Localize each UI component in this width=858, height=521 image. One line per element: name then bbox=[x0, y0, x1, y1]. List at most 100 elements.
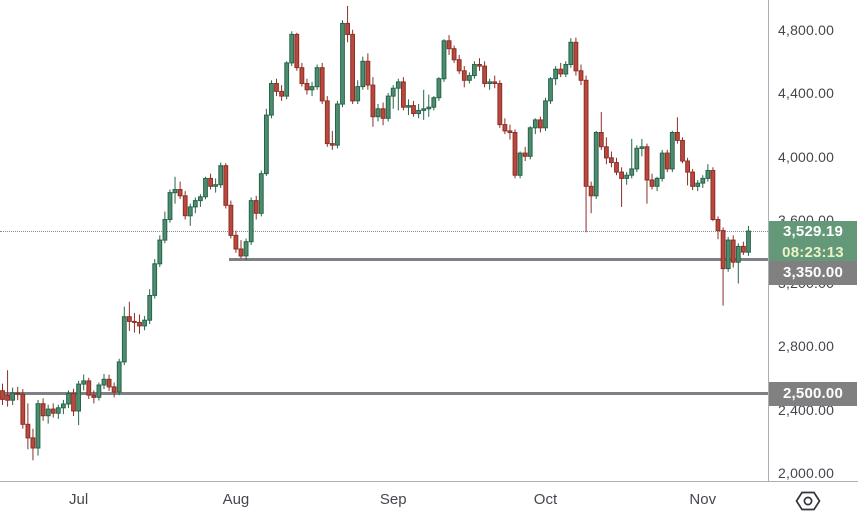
candle bbox=[654, 177, 660, 187]
candle bbox=[25, 423, 31, 439]
candle bbox=[101, 378, 107, 386]
x-axis-label: Oct bbox=[533, 491, 558, 508]
candle bbox=[593, 132, 599, 197]
candle bbox=[304, 83, 310, 91]
y-axis-label: 3,200.00 bbox=[778, 275, 835, 292]
candle bbox=[522, 152, 528, 157]
candle bbox=[228, 204, 234, 236]
candle bbox=[76, 383, 81, 412]
candle bbox=[532, 119, 538, 129]
candle bbox=[360, 60, 366, 88]
candle bbox=[472, 64, 477, 77]
candle bbox=[335, 103, 340, 146]
candle bbox=[720, 230, 726, 270]
y-axis-label: 4,800.00 bbox=[778, 22, 835, 38]
candle bbox=[345, 22, 351, 35]
candle bbox=[390, 87, 396, 97]
scale-settings-button[interactable] bbox=[793, 488, 823, 514]
candle bbox=[319, 67, 325, 102]
candle bbox=[253, 200, 259, 214]
candle bbox=[45, 408, 51, 417]
y-axis-label: 2,400.00 bbox=[778, 401, 835, 418]
candle bbox=[441, 40, 447, 80]
y-axis-label: 4,000.00 bbox=[778, 148, 835, 165]
candle bbox=[314, 67, 320, 88]
candle bbox=[294, 33, 300, 69]
candle bbox=[0, 390, 5, 400]
x-axis-label: Jul bbox=[69, 491, 89, 508]
candle bbox=[380, 108, 386, 119]
candle bbox=[482, 65, 488, 84]
candle bbox=[436, 78, 442, 99]
candle bbox=[619, 171, 625, 179]
candle bbox=[598, 132, 604, 148]
candle bbox=[177, 189, 183, 197]
axis-corner bbox=[769, 482, 858, 520]
candle bbox=[685, 160, 691, 173]
candle bbox=[664, 152, 670, 170]
horizontal-price-line[interactable] bbox=[0, 392, 768, 396]
candle bbox=[680, 139, 685, 162]
candle bbox=[634, 147, 640, 170]
candle bbox=[421, 108, 427, 111]
candle bbox=[192, 200, 198, 208]
candles-layer bbox=[0, 6, 751, 461]
candle bbox=[10, 392, 15, 401]
candle bbox=[167, 192, 173, 221]
candle bbox=[568, 41, 574, 65]
candle bbox=[106, 378, 112, 388]
x-axis-label: Aug bbox=[222, 491, 250, 508]
candle bbox=[375, 108, 381, 118]
y-axis-label: 2,800.00 bbox=[778, 338, 835, 355]
candle bbox=[563, 64, 569, 75]
candle bbox=[350, 33, 356, 102]
candle bbox=[614, 162, 619, 173]
chart-pane[interactable] bbox=[0, 0, 768, 481]
candle bbox=[700, 177, 706, 184]
price-axis[interactable]: 4,800.00 4,400.00 4,000.00 3,600.00 3,200.00… bbox=[768, 0, 858, 481]
candle bbox=[40, 403, 46, 417]
candle bbox=[710, 170, 716, 220]
candle bbox=[248, 200, 254, 243]
candle bbox=[385, 95, 391, 119]
hexagon-circle-icon bbox=[795, 491, 821, 511]
candle bbox=[578, 70, 584, 81]
candle bbox=[172, 189, 178, 194]
candle bbox=[324, 100, 330, 145]
candle bbox=[730, 239, 736, 263]
candle bbox=[588, 185, 594, 197]
candle bbox=[213, 184, 218, 187]
candle bbox=[725, 239, 731, 270]
candle bbox=[543, 100, 548, 129]
candle bbox=[629, 168, 635, 176]
candle bbox=[137, 321, 142, 327]
candle bbox=[639, 146, 645, 149]
candle bbox=[690, 171, 696, 187]
candle bbox=[111, 386, 117, 393]
current-price-line bbox=[0, 231, 768, 232]
candle bbox=[553, 68, 559, 80]
candle bbox=[502, 124, 508, 132]
time-axis[interactable]: Jul Aug Sep Oct Nov bbox=[0, 481, 858, 521]
candle bbox=[735, 245, 741, 263]
candle bbox=[329, 143, 335, 146]
candle bbox=[558, 68, 564, 75]
candle bbox=[467, 75, 472, 81]
candle bbox=[401, 81, 406, 108]
candle bbox=[741, 245, 746, 253]
candle bbox=[659, 152, 665, 179]
candle bbox=[675, 132, 680, 141]
candle bbox=[55, 407, 61, 414]
candle bbox=[538, 119, 543, 129]
candle bbox=[96, 384, 102, 398]
candle bbox=[157, 239, 163, 265]
candle bbox=[695, 182, 701, 187]
candle bbox=[203, 177, 208, 198]
candle bbox=[446, 40, 452, 50]
horizontal-price-line[interactable] bbox=[228, 257, 768, 261]
candle bbox=[604, 146, 609, 159]
candle bbox=[152, 263, 158, 296]
candle bbox=[35, 403, 41, 449]
candle bbox=[431, 97, 437, 108]
